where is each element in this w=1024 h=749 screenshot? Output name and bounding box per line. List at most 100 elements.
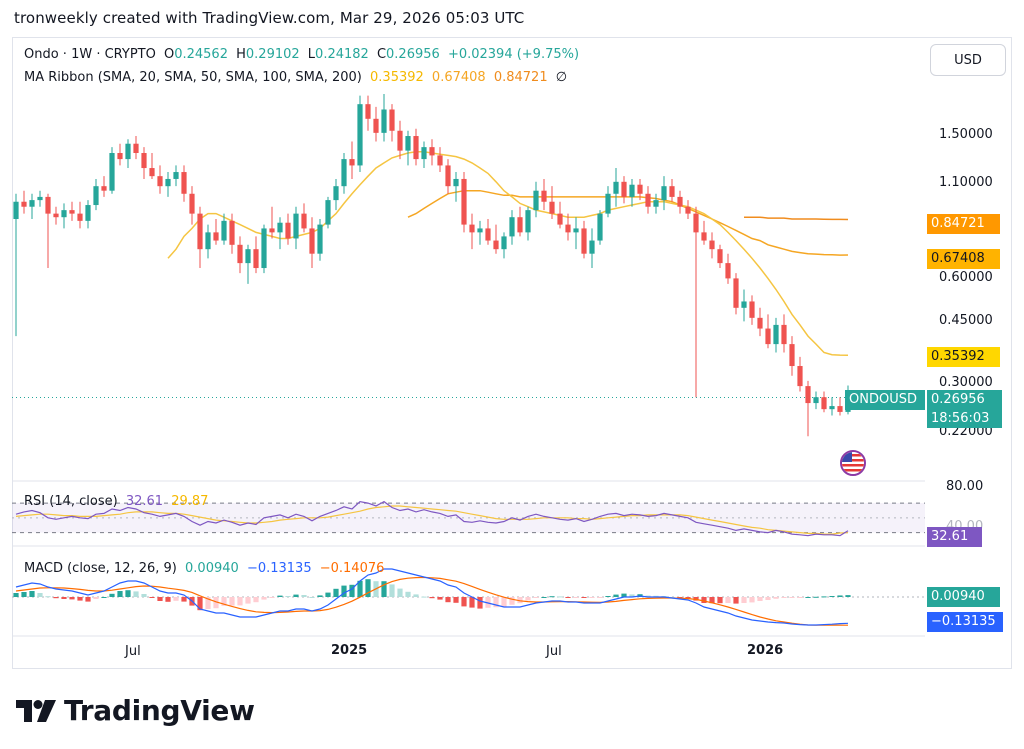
candle-body	[165, 178, 171, 187]
macd-hist-bar	[413, 594, 419, 597]
candle-body	[669, 186, 675, 197]
macd-hist-bar	[365, 579, 371, 597]
candle-body	[173, 172, 179, 179]
candle-body	[525, 210, 531, 233]
tradingview-logo-icon	[16, 699, 56, 722]
last-price-tag: 0.26956	[927, 390, 1002, 410]
candle-body	[381, 109, 387, 133]
macd-hist-bar	[525, 597, 531, 601]
candle-body	[101, 186, 107, 191]
rsi-legend: RSI (14, close) 32.61 29.87	[24, 494, 212, 509]
candle-body	[149, 168, 155, 177]
candle-body	[365, 104, 371, 119]
candle-body	[821, 397, 827, 410]
time-tick: Jul	[125, 644, 141, 659]
candle-body	[93, 186, 99, 206]
brand-name: TradingView	[64, 694, 255, 727]
us-flag-icon[interactable]	[840, 450, 866, 476]
price-tick: 0.45000	[939, 313, 993, 328]
candle-body	[573, 228, 579, 233]
macd-hist-bar	[125, 590, 131, 597]
candle-body	[293, 213, 299, 239]
candle-body	[837, 406, 843, 412]
candle-body	[29, 200, 35, 207]
macd-hist-bar	[149, 597, 155, 598]
ohlc-legend: Ondo · 1W · CRYPTO O0.24562 H0.29102 L0.…	[24, 47, 583, 62]
macd-hist-bar	[805, 597, 811, 598]
ma-value-4: ∅	[555, 70, 568, 85]
macd-hist-bar	[69, 597, 75, 600]
macd-hist-bar	[749, 597, 755, 603]
candle-body	[685, 206, 691, 214]
candle-body	[797, 366, 803, 387]
candle-body	[133, 143, 139, 154]
macd-hist-bar	[405, 591, 411, 597]
macd-hist-bar	[221, 597, 227, 606]
macd-hist-bar	[197, 597, 203, 611]
macd-line-tag: −0.13135	[927, 612, 1003, 632]
ma100-price-tag: 0.84721	[927, 214, 1000, 234]
candle-body	[621, 181, 627, 197]
price-tick: 0.60000	[939, 270, 993, 285]
macd-hist-bar	[469, 597, 475, 608]
candle-body	[333, 186, 339, 201]
candle-body	[117, 153, 123, 160]
currency-button[interactable]: USD	[930, 44, 1006, 76]
candle-body	[125, 143, 131, 160]
macd-hist-bar	[29, 591, 35, 597]
candle-body	[493, 240, 499, 250]
macd-hist-bar	[509, 597, 515, 605]
candle-body	[749, 301, 755, 318]
candle-body	[389, 109, 395, 131]
macd-hist-bar	[437, 597, 443, 600]
rsi-signal-line	[15, 505, 849, 535]
time-tick: 2025	[331, 643, 368, 658]
macd-hist-bar	[397, 588, 403, 597]
macd-hist-bar	[325, 592, 331, 597]
candle-body	[693, 213, 699, 233]
macd-hist-bar	[845, 595, 851, 597]
macd-title: MACD (close, 12, 26, 9)	[24, 561, 177, 576]
macd-hist-bar	[461, 597, 467, 607]
macd-hist-bar	[77, 597, 83, 601]
candle-body	[549, 201, 555, 214]
candle-body	[261, 228, 267, 269]
low-value: 0.24182	[315, 47, 369, 62]
candle-body	[517, 217, 523, 233]
chart-frame	[12, 37, 1012, 669]
brand-logo[interactable]: TradingView	[16, 694, 255, 727]
candle-body	[413, 136, 419, 160]
candle-body	[205, 232, 211, 250]
macd-hist-bar	[53, 597, 59, 599]
candle-body	[533, 190, 539, 211]
close-value: 0.26956	[386, 47, 440, 62]
grid	[12, 396, 925, 637]
ma-value-3: 0.84721	[493, 70, 548, 85]
candle-body	[757, 317, 763, 329]
chart-header: tronweekly created with TradingView.com,…	[14, 9, 525, 27]
macd-hist-bar	[757, 597, 763, 601]
candle-body	[613, 181, 619, 194]
candle-body	[805, 386, 811, 404]
macd-hist-bar	[13, 593, 19, 597]
candle-body	[109, 153, 115, 191]
rsi-title: RSI (14, close)	[24, 494, 118, 509]
macd-hist-bar	[285, 596, 291, 597]
macd-hist-bar	[789, 597, 795, 598]
macd-hist-bar	[173, 597, 179, 601]
candle-body	[421, 147, 427, 160]
macd-hist-bar	[357, 580, 363, 597]
macd-hist-bar	[621, 593, 627, 597]
candle-body	[253, 249, 259, 269]
macd-hist-bar	[349, 584, 355, 597]
candle-body	[469, 224, 475, 233]
macd-hist-bar	[533, 597, 539, 598]
candle-body	[21, 201, 27, 207]
macd-hist-bar	[453, 597, 459, 603]
macd-hist-bar	[181, 597, 187, 602]
candle-body	[237, 244, 243, 264]
candle-body	[437, 155, 443, 166]
candle-body	[453, 178, 459, 187]
rsi-tag: 32.61	[927, 527, 982, 547]
